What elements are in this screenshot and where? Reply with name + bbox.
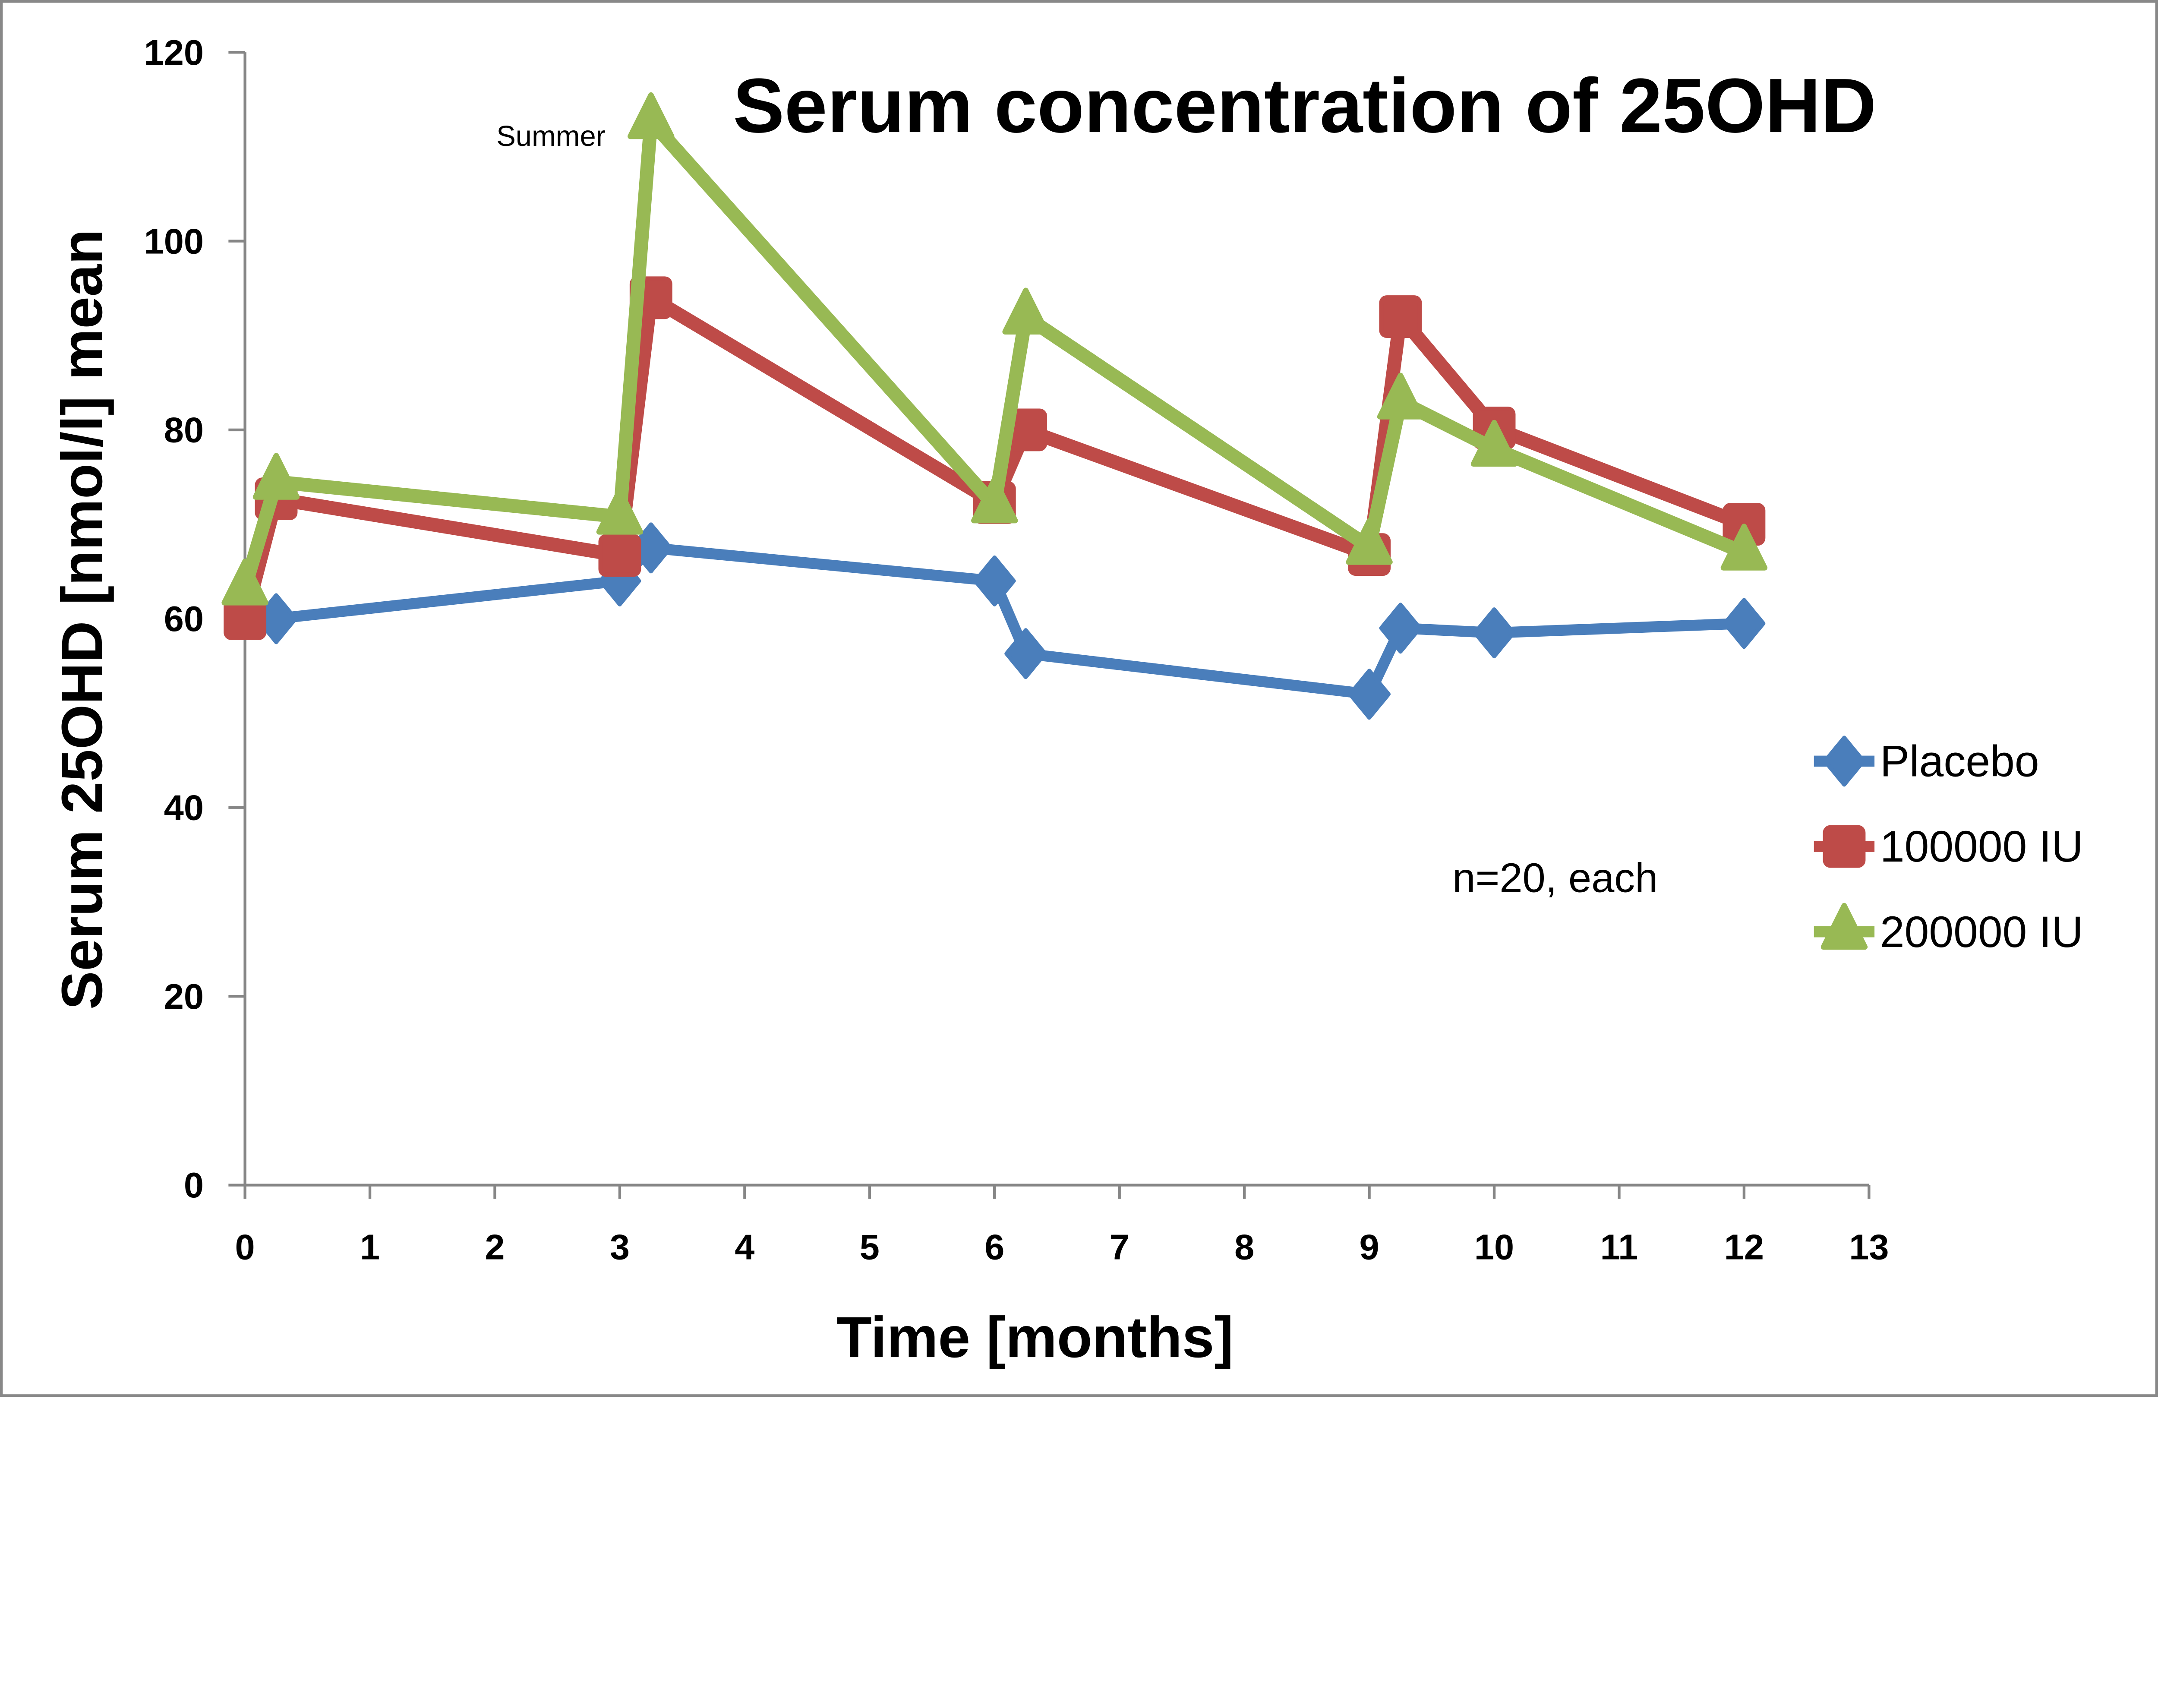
x-tick-label: 2 (485, 1227, 505, 1267)
data-point (973, 555, 1016, 606)
series-line (238, 114, 1747, 590)
data-point (971, 476, 1018, 524)
chart-border (0, 0, 2158, 1397)
y-tick-label: 120 (144, 32, 204, 73)
data-point (1346, 518, 1393, 565)
series-layer (221, 92, 1768, 720)
x-tick-label: 6 (984, 1227, 1004, 1267)
data-point (1723, 598, 1766, 649)
x-tick-label: 4 (735, 1227, 754, 1267)
y-tick-label: 100 (144, 221, 204, 261)
y-tick-label: 40 (164, 787, 204, 827)
x-tick-label: 10 (1474, 1227, 1514, 1267)
data-point (252, 453, 300, 500)
annotation-summer: Summer (496, 120, 606, 152)
series-200000-iu (221, 92, 1768, 606)
x-axis-title: Time [months] (836, 1305, 1234, 1370)
x-tick-label: 0 (235, 1227, 255, 1267)
legend-marker (1823, 736, 1866, 787)
data-point (596, 488, 644, 535)
x-tick-label: 9 (1360, 1227, 1379, 1267)
data-point (1473, 607, 1516, 659)
x-tick-label: 13 (1849, 1227, 1889, 1267)
x-tick-label: 11 (1600, 1227, 1638, 1267)
x-tick-label: 1 (360, 1227, 380, 1267)
data-point (221, 559, 268, 606)
data-point (628, 92, 675, 139)
y-axis-title: Serum 25OHD [nmol/l] mean (50, 229, 114, 1010)
x-tick-label: 12 (1724, 1227, 1764, 1267)
legend-label: 200000 IU (1880, 907, 2083, 957)
legend-marker (1823, 825, 1866, 868)
legend-label: Placebo (1880, 736, 2039, 786)
y-tick-label: 60 (164, 599, 204, 639)
y-tick-label: 0 (184, 1165, 204, 1205)
chart-title: Serum concentration of 25OHD (733, 62, 1876, 148)
legend-marker (1820, 903, 1868, 950)
x-tick-label: 8 (1234, 1227, 1254, 1267)
x-tick-label: 3 (610, 1227, 630, 1267)
data-point (1379, 603, 1422, 654)
data-point (1348, 669, 1391, 720)
data-point (1002, 287, 1049, 335)
data-point (1379, 295, 1422, 338)
data-point (1720, 524, 1768, 571)
series-line (238, 290, 1747, 621)
x-tick-label: 5 (860, 1227, 880, 1267)
data-point (598, 534, 641, 577)
data-point (1004, 628, 1047, 679)
data-point (1377, 373, 1424, 420)
y-tick-label: 20 (164, 976, 204, 1017)
x-tick-label: 7 (1110, 1227, 1129, 1267)
y-tick-label: 80 (164, 410, 204, 450)
legend-label: 100000 IU (1880, 822, 2083, 871)
data-point (1470, 420, 1518, 467)
annotation-sample-size: n=20, each (1452, 855, 1658, 901)
legend: Placebo 100000 IU 200000 IU (1814, 736, 2083, 957)
